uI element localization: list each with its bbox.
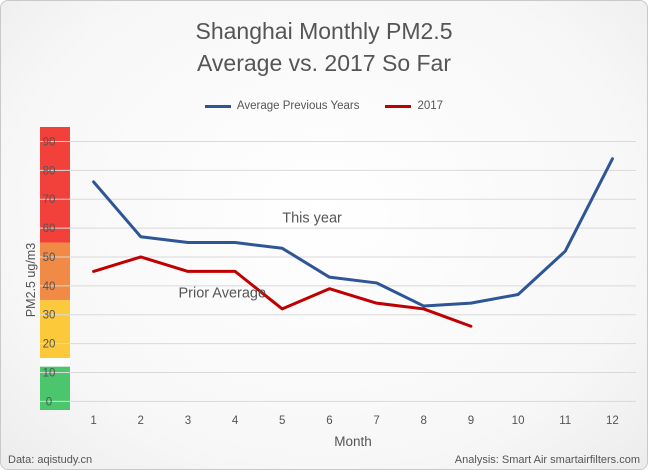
x-tick-label: 12 (606, 415, 619, 427)
x-tick-label: 10 (512, 415, 525, 427)
y-tick-label: 70 (43, 194, 56, 206)
x-tick-label: 7 (373, 415, 379, 427)
x-tick-label: 8 (421, 415, 427, 427)
x-tick-label: 4 (232, 415, 239, 427)
legend-label-2017: 2017 (417, 100, 444, 112)
legend-item-2017: 2017 (385, 100, 443, 112)
legend-swatch-2017 (385, 104, 412, 108)
y-tick-label: 90 (43, 136, 56, 148)
annotation-1: Prior Average (178, 285, 266, 301)
legend-item-average: Average Previous Years (204, 100, 360, 112)
y-tick-label: 80 (43, 165, 56, 177)
y-tick-label: 0 (46, 396, 52, 408)
aqi-band-3 (40, 358, 70, 367)
x-tick-label: 3 (185, 415, 191, 427)
legend-swatch-average (204, 104, 231, 108)
series-line-2017 (92, 255, 473, 328)
chart-title-line1: Shanghai Monthly PM2.5 (195, 18, 453, 44)
y-tick-label: 10 (43, 367, 56, 379)
x-axis-label: Month (334, 434, 372, 449)
y-tick-label: 50 (43, 252, 56, 264)
x-tick-label: 6 (326, 415, 332, 427)
y-tick-label: 30 (43, 310, 56, 322)
y-tick-label: 40 (43, 281, 56, 293)
legend-label-average: Average Previous Years (236, 100, 360, 112)
aqi-band-2 (40, 300, 70, 359)
series-line-average (92, 157, 614, 308)
chart-title-line2: Average vs. 2017 So Far (197, 50, 451, 76)
x-tick-label: 5 (279, 415, 285, 427)
aqi-band-1 (40, 242, 70, 301)
x-tick-label: 11 (559, 415, 571, 427)
x-tick-label: 2 (138, 415, 144, 427)
data-source-note: Data: aqistudy.cn (8, 454, 93, 466)
analysis-credit-note: Analysis: Smart Air smartairfilters.com (454, 454, 640, 466)
x-tick-label: 1 (90, 415, 96, 427)
aqi-band-4 (40, 366, 70, 410)
y-tick-label: 20 (43, 339, 56, 351)
y-axis-label: PM2.5 ug/m3 (24, 243, 38, 317)
x-tick-label: 9 (468, 415, 474, 427)
annotation-0: This year (282, 210, 342, 226)
legend: Average Previous Years 2017 (0, 100, 648, 112)
y-tick-label: 60 (43, 223, 56, 235)
aqi-band-0 (40, 127, 70, 243)
